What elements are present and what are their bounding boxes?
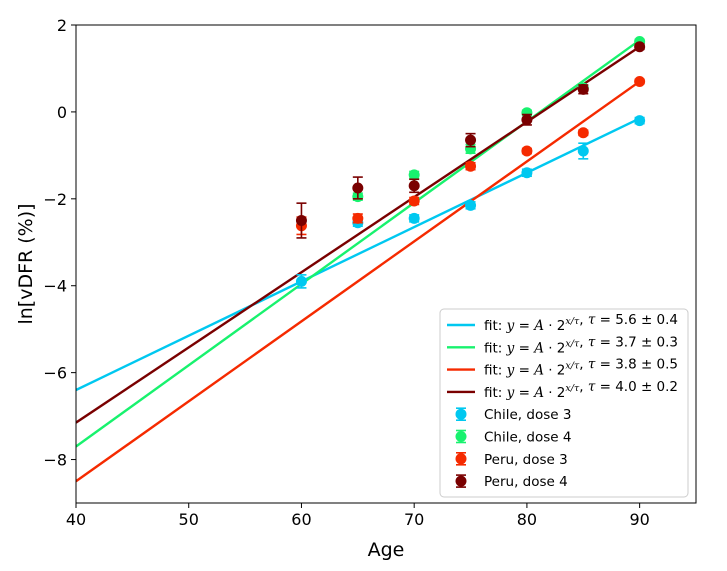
legend-series-label-3: Peru, dose 3 xyxy=(484,452,568,468)
axis-ticks: 40 50 60 70 80 90 −8 −6 −4 −2 0 2 xyxy=(43,16,649,529)
y-tick-label: −4 xyxy=(43,277,67,296)
y-tick-label: 0 xyxy=(57,103,67,122)
y-tick-label: −8 xyxy=(43,451,67,470)
data-point xyxy=(577,145,589,157)
x-tick-label: 70 xyxy=(404,510,424,529)
data-point xyxy=(465,160,477,172)
legend-series-marker xyxy=(455,431,467,442)
x-axis-label: Age xyxy=(368,539,405,561)
data-point xyxy=(295,215,307,227)
data-point xyxy=(465,199,477,211)
plot-frame xyxy=(75,24,697,504)
data-point xyxy=(408,180,420,192)
legend-series-marker xyxy=(455,453,467,465)
data-point xyxy=(408,169,420,181)
legend-fit-label-2: fit: y = A · 2x/τ, τ = 3.7 ± 0.3 xyxy=(484,334,678,356)
legend-box xyxy=(439,308,689,498)
legend-fit-label-1: fit: y = A · 2x/τ, τ = 5.6 ± 0.4 xyxy=(484,312,678,334)
y-tick-label: −2 xyxy=(43,190,67,209)
data-point xyxy=(295,275,307,287)
x-tick-label: 90 xyxy=(629,510,649,529)
data-point xyxy=(634,115,646,127)
data-point xyxy=(352,182,364,194)
legend-series-marker xyxy=(455,475,467,487)
fit-lines xyxy=(76,39,641,483)
legend-series-label-1: Chile, dose 3 xyxy=(484,407,571,423)
x-tick-label: 50 xyxy=(179,510,199,529)
legend-series-label-4: Peru, dose 4 xyxy=(484,474,568,490)
legend-series-label-2: Chile, dose 4 xyxy=(484,430,571,446)
data-point xyxy=(521,114,533,126)
legend-fit-label-4: fit: y = A · 2x/τ, τ = 4.0 ± 0.2 xyxy=(484,379,678,401)
data-point xyxy=(577,127,589,139)
data-point xyxy=(634,41,646,53)
fit-line-3 xyxy=(76,80,641,483)
data-point xyxy=(408,212,420,224)
data-point xyxy=(465,134,477,146)
y-tick-label: 2 xyxy=(57,16,67,35)
data-point xyxy=(634,75,646,87)
legend-series-marker xyxy=(455,408,467,420)
x-tick-label: 60 xyxy=(291,510,311,529)
data-point xyxy=(521,167,533,179)
y-axis-label: ln[vDFR (%)] xyxy=(15,203,37,324)
y-tick-label: −6 xyxy=(43,364,67,383)
data-point xyxy=(408,195,420,207)
x-tick-label: 40 xyxy=(66,510,86,529)
data-point xyxy=(521,145,533,157)
series-4 xyxy=(295,41,646,239)
data-points xyxy=(295,36,646,289)
legend-fit-label-3: fit: y = A · 2x/τ, τ = 3.8 ± 0.5 xyxy=(484,357,678,379)
x-tick-label: 80 xyxy=(517,510,537,529)
data-point xyxy=(577,83,589,95)
data-point xyxy=(352,212,364,224)
fit-line-4 xyxy=(76,45,641,424)
fit-line-1 xyxy=(76,117,641,392)
fit-line-2 xyxy=(76,39,641,448)
